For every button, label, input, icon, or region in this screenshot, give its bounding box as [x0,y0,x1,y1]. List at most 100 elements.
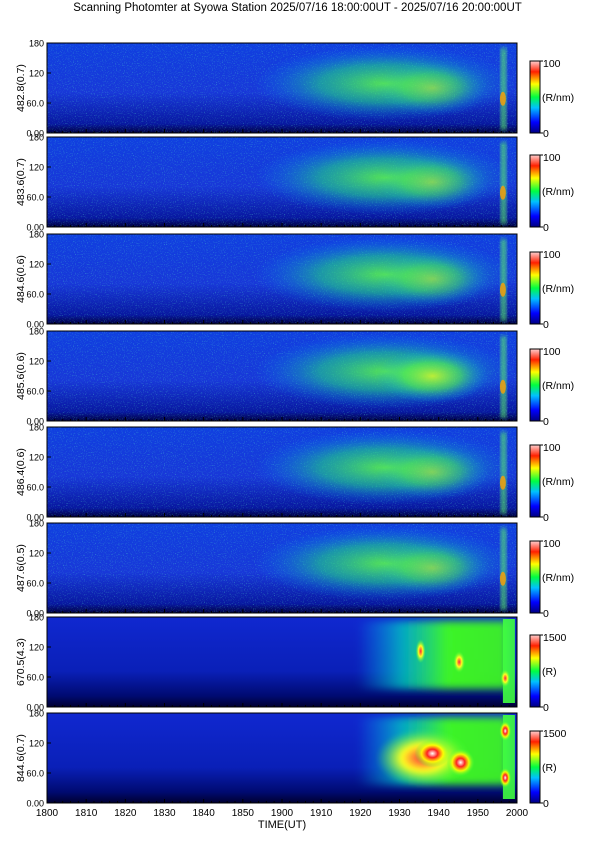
y-tick-label: 120 [29,453,44,463]
x-tick-label: 1850 [232,808,255,819]
aurora-spot [500,669,511,688]
panel-2: 0.00 60.0 120 180 483.6(0.7) 100 0 (R/nm) [15,133,574,235]
y-axis-label: 484.6(0.6) [15,255,27,303]
y-axis-label: 844.6(0.7) [15,734,27,782]
aurora-spot [415,639,426,664]
aurora-stripe [502,619,515,703]
y-axis-label: 482.8(0.7) [15,64,27,112]
y-tick-label: 120 [29,643,44,653]
emission-stripe [500,528,507,610]
emission-core [376,445,489,499]
y-tick-label: 120 [29,163,44,173]
y-tick-label: 120 [29,260,44,270]
colorbar-unit-label: (R/nm) [542,186,574,198]
x-tick-label: 1820 [114,808,137,819]
colorbar-unit-label: (R) [542,666,557,678]
emission-core [376,252,489,306]
emission-stripe [500,336,507,418]
y-tick-label: 120 [29,69,44,79]
colorbar-max-label: 100 [543,58,561,70]
panel-1: 0.00 60.0 120 180 482.8(0.7) 100 0 (R/nm) [15,39,574,141]
y-tick-label: 0.00 [26,417,44,427]
x-tick-label: 1910 [310,808,333,819]
panel-5: 0.00 60.0 120 180 486.4(0.6) 100 0 (R/nm) [15,423,574,525]
y-axis-label: 670.5(4.3) [15,638,27,686]
colorbar-min-label: 0 [543,608,549,620]
x-tick-label: 1900 [271,808,294,819]
colorbar-min-label: 0 [543,416,549,428]
y-tick-label: 0.00 [26,320,44,330]
y-axis-label: 483.6(0.7) [15,158,27,206]
y-tick-label: 180 [29,709,44,719]
colorbar-max-label: 1500 [543,632,567,644]
colorbar-unit-label: (R/nm) [542,283,574,295]
aurora-spot [446,748,475,777]
emission-spot [499,571,506,586]
colorbar-unit-label: (R/nm) [542,476,574,488]
emission-core [376,61,489,115]
colorbar [529,634,541,708]
colorbar-min-label: 0 [543,512,549,524]
y-tick-label: 0.00 [26,129,44,139]
x-tick-label: 2000 [506,808,529,819]
emission-stripe [500,48,507,130]
colorbar [529,348,541,422]
emission-core [376,541,489,595]
panels: 0.00 60.0 120 180 482.8(0.7) 100 0 (R/nm) 0.00 60… [15,39,574,811]
x-tick-label: 1920 [349,808,372,819]
y-tick-label: 60.0 [26,579,44,589]
colorbar-min-label: 0 [543,702,549,714]
aurora-band [357,621,508,689]
y-tick-label: 60.0 [26,483,44,493]
x-tick-label: 1940 [428,808,451,819]
aurora-spot [453,651,466,673]
y-tick-label: 180 [29,519,44,529]
aurora-spot [499,721,512,741]
colorbar [529,540,541,614]
colorbar-max-label: 100 [543,538,561,550]
x-tick-label: 1840 [193,808,216,819]
y-tick-label: 60.0 [26,193,44,203]
colorbar-min-label: 0 [543,222,549,234]
colorbar-max-label: 100 [543,152,561,164]
y-tick-label: 60.0 [26,769,44,779]
y-tick-label: 180 [29,423,44,433]
y-tick-label: 60.0 [26,290,44,300]
colorbar-max-label: 1500 [543,728,567,740]
x-axis: 1800 1810 1820 1830 1840 1850 1900 1910 1920 1930… [36,808,529,831]
aurora-spot [414,739,451,768]
colorbar [529,251,541,325]
panel-6: 0.00 60.0 120 180 487.6(0.5) 100 0 (R/nm) [15,519,574,621]
y-tick-label: 0.00 [26,703,44,713]
colorbar-min-label: 0 [543,128,549,140]
colorbar-min-label: 0 [543,798,549,810]
emission-spot [499,379,506,394]
y-tick-label: 0.00 [26,799,44,809]
y-tick-label: 60.0 [26,387,44,397]
y-tick-label: 120 [29,357,44,367]
emission-stripe [500,432,507,514]
emission-core [376,155,489,209]
chart-title: Scanning Photomter at Syowa Station 2025… [73,2,522,14]
y-tick-label: 0.00 [26,223,44,233]
colorbar-max-label: 100 [543,346,561,358]
y-tick-label: 180 [29,39,44,49]
aurora-spot [499,767,512,788]
colorbar-min-label: 0 [543,319,549,331]
y-axis-label: 486.4(0.6) [15,448,27,496]
y-axis-label: 487.6(0.5) [15,544,27,592]
x-tick-label: 1800 [36,808,59,819]
emission-stripe [500,142,507,224]
emission-stripe [500,239,507,321]
panel-4: 0.00 60.0 120 180 485.6(0.6) 100 0 (R/nm) [15,327,574,429]
colorbar-unit-label: (R/nm) [542,572,574,584]
colorbar-max-label: 100 [543,442,561,454]
y-tick-label: 0.00 [26,609,44,619]
panel-3: 0.00 60.0 120 180 484.6(0.6) 100 0 (R/nm) [15,230,574,332]
colorbar-max-label: 100 [543,249,561,261]
colorbar [529,60,541,134]
emission-spot [499,185,506,200]
panel-8: 0.00 60.0 120 180 844.6(0.7) 1500 0 (R) [15,709,567,811]
x-tick-label: 1930 [388,808,411,819]
